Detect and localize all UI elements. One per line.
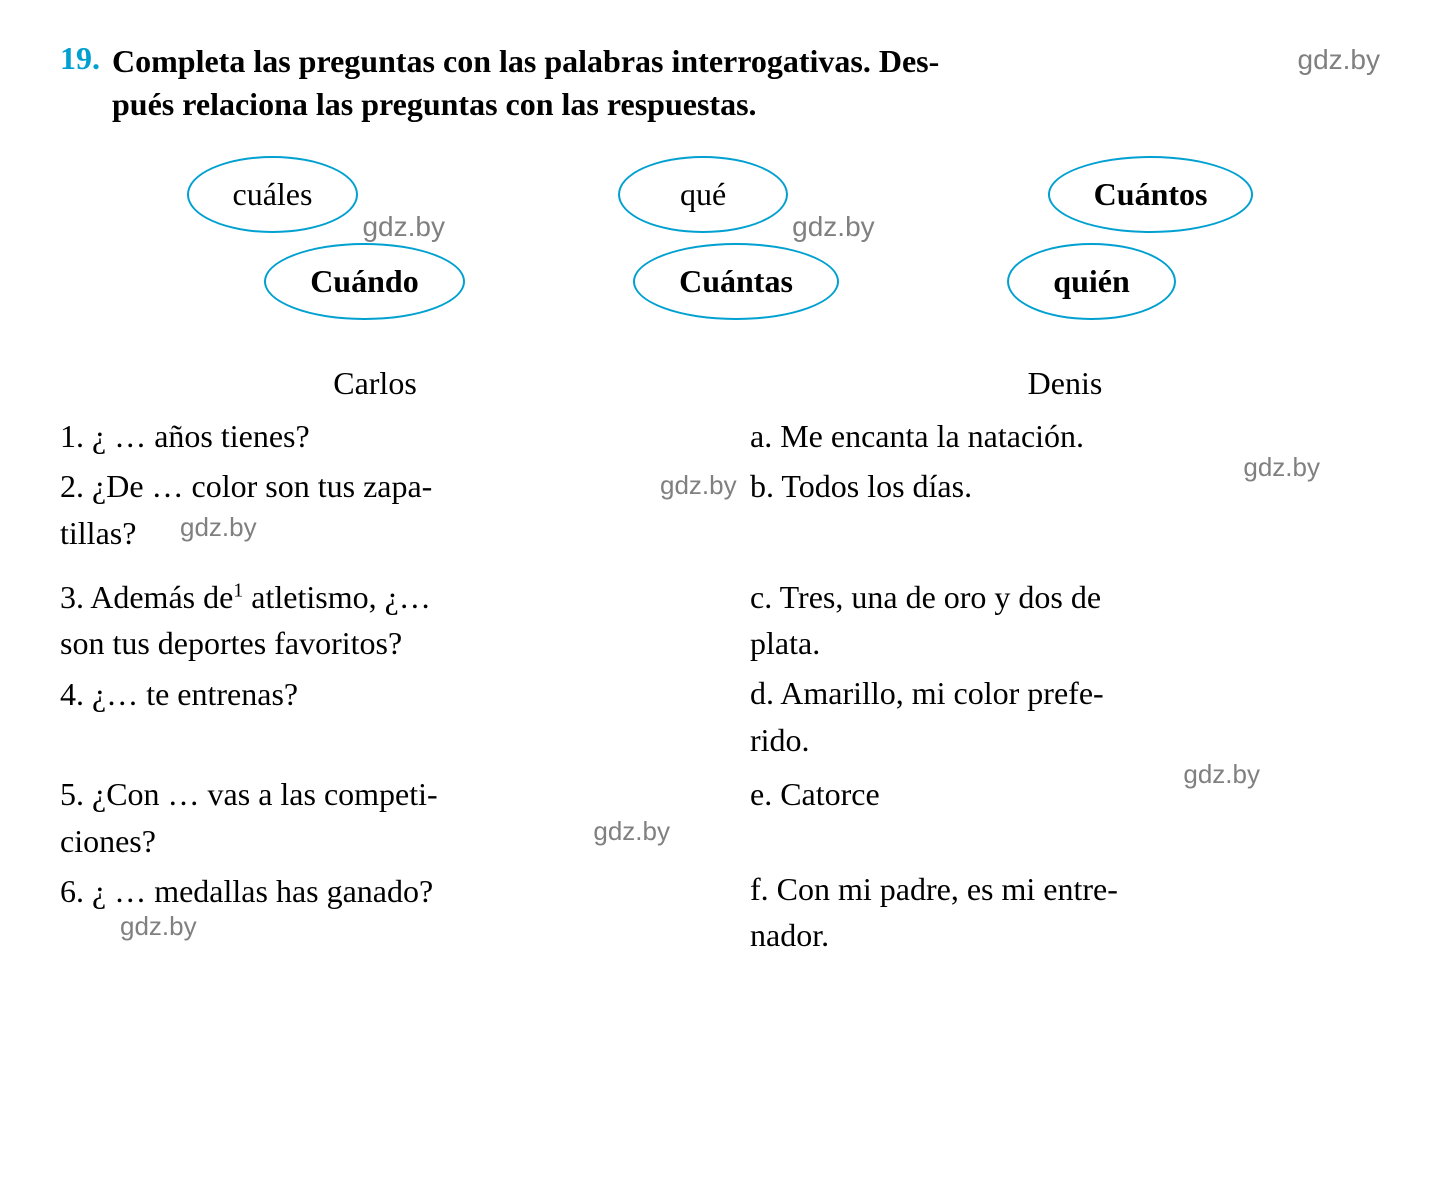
word-oval-cuantos: Cuántos (1048, 156, 1254, 233)
word-oval-que: qué (618, 156, 788, 233)
watermark-middle: gdz.by (660, 467, 737, 505)
instruction-line-2: pués relaciona las preguntas con las res… (112, 86, 757, 122)
oval-wrap-1: cuáles gdz.by (187, 156, 445, 233)
q2-text: ¿De … color son tus zapa- (92, 468, 432, 504)
oval-wrap-2: qué gdz.by (618, 156, 875, 233)
a-d-num: d. (750, 675, 774, 711)
a-e-text: Catorce (780, 776, 880, 812)
answer-f: f. Con mi padre, es mi entre- nador. (750, 866, 1380, 959)
q3-cont: son tus deportes favoritos? (60, 625, 402, 661)
word-row-1: cuáles gdz.by qué gdz.by Cuántos (100, 156, 1340, 233)
a-b-num: b. (750, 468, 774, 504)
a-c-text: Tres, una de oro y dos de (780, 579, 1101, 615)
exercise-header: 19. Completa las preguntas con las palab… (60, 40, 1380, 126)
q2-cont: tillas? (60, 515, 136, 551)
a-d-text: Amarillo, mi color prefe- (780, 675, 1103, 711)
oval-wrap-3: Cuántos (1048, 156, 1254, 233)
watermark-oval-1: gdz.by (362, 211, 445, 243)
a-f-num: f. (750, 871, 769, 907)
a-c-num: c. (750, 579, 772, 615)
answer-c: c. Tres, una de oro y dos de plata. (750, 574, 1380, 667)
question-6: 6. ¿ … medallas has ganado? gdz.by (60, 868, 690, 914)
question-1: 1. ¿ … años tienes? (60, 413, 690, 459)
q4-num: 4. (60, 676, 84, 712)
word-oval-cuales: cuáles (187, 156, 359, 233)
columns-area: Carlos 1. ¿ … años tienes? 2. ¿De … colo… (60, 360, 1380, 962)
word-bank: cuáles gdz.by qué gdz.by Cuántos Cuándo … (100, 156, 1340, 320)
q5-cont: ciones? (60, 823, 156, 859)
a-c-cont: plata. (750, 625, 820, 661)
q6-text: ¿ … medallas has ganado? (92, 873, 433, 909)
watermark-q6: gdz.by (120, 908, 197, 946)
question-4: 4. ¿… te entrenas? (60, 671, 690, 717)
question-2: 2. ¿De … color son tus zapa- tillas? gdz… (60, 463, 690, 556)
right-column: Denis a. Me encanta la natación. gdz.by … (750, 360, 1380, 962)
watermark-q2: gdz.by (180, 509, 257, 547)
q3-num: 3. (60, 579, 84, 615)
answer-e: e. Catorce (750, 771, 1380, 817)
word-oval-cuando: Cuándo (264, 243, 465, 320)
a-a-num: a. (750, 418, 772, 454)
watermark-header: gdz.by (1298, 41, 1381, 79)
q2-num: 2. (60, 468, 84, 504)
right-header: Denis (750, 360, 1380, 406)
a-a-text: Me encanta la natación. (780, 418, 1084, 454)
a-e-num: e. (750, 776, 772, 812)
watermark-q5: gdz.by (593, 813, 670, 851)
instruction-line-1: Completa las preguntas con las palabras … (112, 43, 939, 79)
q1-text: ¿ … años tienes? (92, 418, 310, 454)
exercise-number: 19. (60, 40, 100, 77)
question-5: 5. ¿Con … vas a las competi- ciones? gdz… (60, 771, 690, 864)
q5-text: ¿Con … vas a las competi- (92, 776, 438, 812)
a-f-text: Con mi padre, es mi entre- (777, 871, 1118, 907)
a-d-cont: rido. (750, 722, 810, 758)
answer-d: d. Amarillo, mi color prefe- rido. gdz.b… (750, 670, 1380, 763)
answer-a: a. Me encanta la natación. gdz.by (750, 413, 1380, 459)
word-oval-quien: quién (1007, 243, 1175, 320)
word-oval-cuantas: Cuántas (633, 243, 839, 320)
left-column: Carlos 1. ¿ … años tienes? 2. ¿De … colo… (60, 360, 690, 962)
q3-text2: atletismo, ¿… (243, 579, 431, 615)
left-header: Carlos (60, 360, 690, 406)
q3-sup: 1 (233, 579, 243, 601)
q3-text: Además de (90, 579, 233, 615)
q6-num: 6. (60, 873, 84, 909)
q1-num: 1. (60, 418, 84, 454)
exercise-instruction: Completa las preguntas con las palabras … (112, 40, 1380, 126)
answer-b: gdz.by b. Todos los días. (750, 463, 1380, 509)
q5-num: 5. (60, 776, 84, 812)
q4-text: ¿… te entrenas? (92, 676, 298, 712)
word-row-2: Cuándo Cuántas quién (100, 243, 1340, 320)
question-3: 3. Además de1 atletismo, ¿… son tus depo… (60, 574, 690, 667)
a-f-cont: nador. (750, 917, 829, 953)
a-b-text: Todos los días. (781, 468, 972, 504)
watermark-oval-2: gdz.by (792, 211, 875, 243)
